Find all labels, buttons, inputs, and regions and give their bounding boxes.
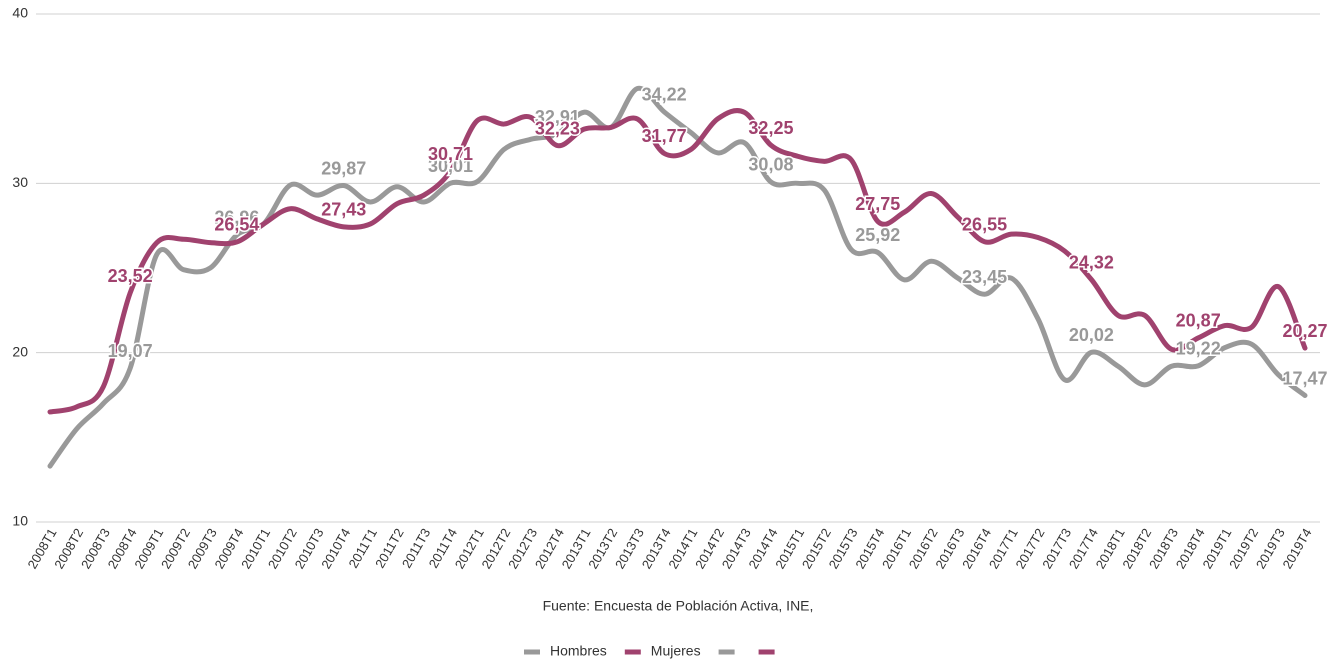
legend-label: Hombres: [550, 643, 607, 659]
y-tick-label: 30: [12, 174, 28, 190]
data-label: 24,32: [1069, 252, 1114, 272]
data-label: 32,25: [748, 118, 793, 138]
data-label: 29,87: [321, 158, 366, 178]
data-label: 30,08: [748, 155, 793, 175]
data-label: 32,23: [535, 118, 580, 138]
data-label: 32,91: [535, 107, 580, 127]
data-label: 23,45: [962, 267, 1007, 287]
source-note: Fuente: Encuesta de Población Activa, IN…: [543, 598, 814, 614]
data-label: 20,87: [1176, 311, 1221, 331]
data-label: 23,52: [108, 266, 153, 286]
data-label: 30,71: [428, 144, 473, 164]
series-line: [47, 108, 1308, 415]
legend-label: Mujeres: [651, 643, 701, 659]
data-label: 30,01: [428, 156, 473, 176]
y-tick-label: 40: [12, 5, 28, 21]
data-label: 26,96: [214, 208, 259, 228]
data-label: 26,54: [214, 215, 259, 235]
data-label: 25,92: [855, 225, 900, 245]
data-label: 34,22: [642, 85, 687, 105]
data-label: 20,02: [1069, 325, 1114, 345]
data-label: 27,43: [321, 200, 366, 220]
data-label: 31,77: [642, 126, 687, 146]
data-label: 19,22: [1176, 339, 1221, 359]
y-tick-label: 10: [12, 513, 28, 529]
y-tick-label: 20: [12, 343, 28, 359]
data-label: 26,55: [962, 215, 1007, 235]
data-label: 20,27: [1282, 321, 1327, 341]
data-label: 27,75: [855, 194, 900, 214]
data-label: 19,07: [108, 341, 153, 361]
data-label: 17,47: [1282, 368, 1327, 388]
legend: Hombres Mujeres: [524, 643, 775, 659]
